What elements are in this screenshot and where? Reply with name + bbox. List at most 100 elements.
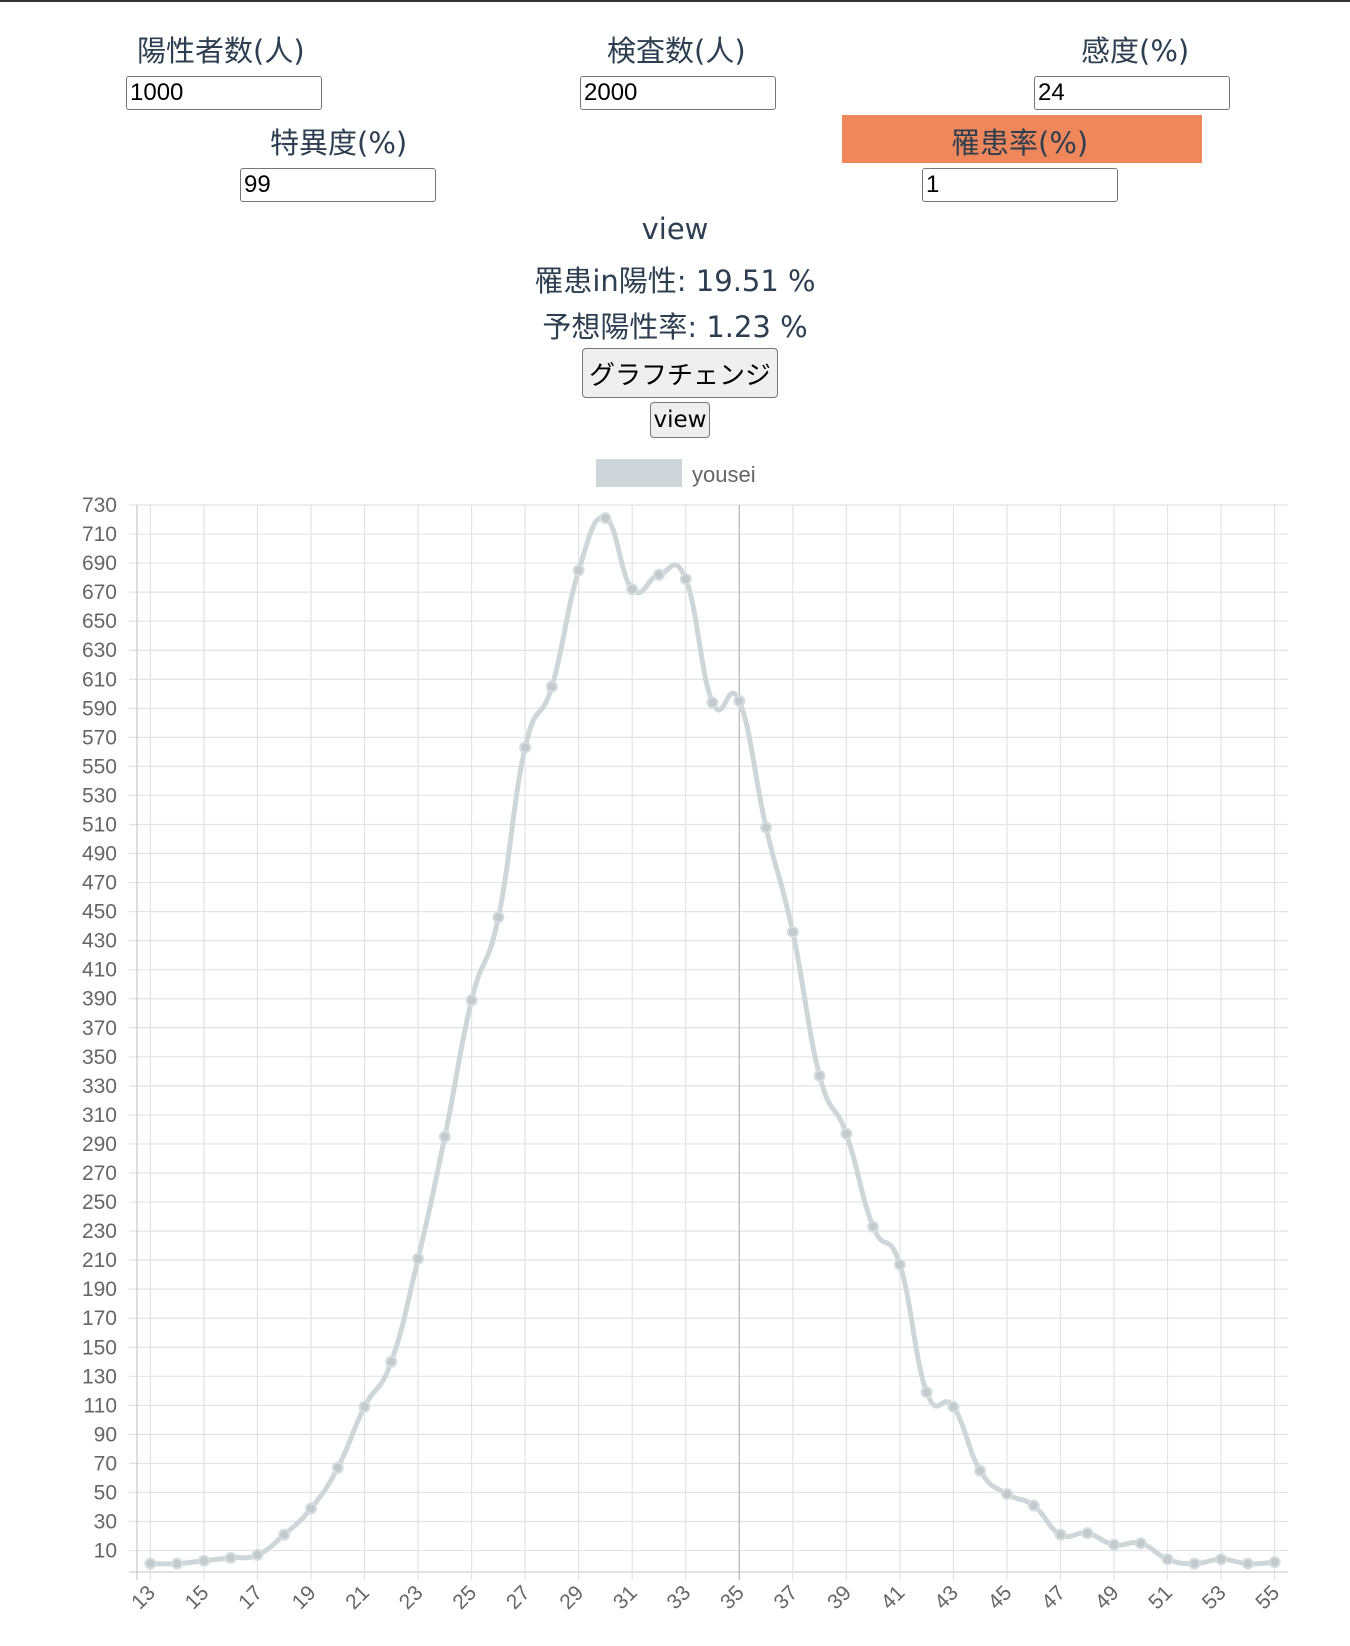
y-tick-label: 570	[82, 726, 117, 749]
x-tick-label: 45	[984, 1581, 1017, 1614]
graph-change-button[interactable]: グラフチェンジ	[582, 348, 778, 398]
x-tick-label: 55	[1251, 1581, 1284, 1614]
data-point[interactable]	[893, 1258, 906, 1271]
data-point[interactable]	[492, 911, 505, 924]
data-point[interactable]	[760, 821, 773, 834]
data-point[interactable]	[786, 925, 799, 938]
y-tick-label: 470	[82, 872, 117, 895]
y-tick-label: 710	[82, 523, 117, 546]
y-tick-label: 30	[94, 1511, 117, 1534]
y-tick-label: 50	[94, 1481, 117, 1504]
data-point[interactable]	[144, 1557, 157, 1570]
x-tick-label: 27	[502, 1581, 535, 1614]
view-button[interactable]: view	[650, 402, 710, 438]
data-point[interactable]	[385, 1355, 398, 1368]
data-point[interactable]	[652, 568, 665, 581]
x-tick-label: 49	[1091, 1581, 1124, 1614]
data-point[interactable]	[1081, 1527, 1094, 1540]
data-point[interactable]	[224, 1551, 237, 1564]
data-point[interactable]	[840, 1127, 853, 1140]
y-tick-label: 490	[82, 843, 117, 866]
x-tick-label: 17	[234, 1581, 267, 1614]
y-tick-label: 170	[82, 1307, 117, 1330]
data-point[interactable]	[1108, 1538, 1121, 1551]
data-point[interactable]	[679, 573, 692, 586]
legend-swatch-yousei	[596, 459, 682, 487]
x-tick-label: 39	[823, 1581, 856, 1614]
data-point[interactable]	[947, 1400, 960, 1413]
data-point[interactable]	[599, 512, 612, 525]
x-tick-label: 47	[1037, 1581, 1070, 1614]
data-point[interactable]	[1000, 1487, 1013, 1500]
data-point[interactable]	[626, 583, 639, 596]
data-point[interactable]	[331, 1461, 344, 1474]
x-tick-label: 29	[555, 1581, 588, 1614]
y-tick-label: 730	[82, 494, 117, 517]
data-point[interactable]	[1027, 1499, 1040, 1512]
sensitivity-input[interactable]: 24	[1034, 76, 1230, 110]
data-point[interactable]	[1188, 1557, 1201, 1570]
positives-input[interactable]: 1000	[126, 76, 322, 110]
y-tick-label: 630	[82, 639, 117, 662]
data-point[interactable]	[706, 696, 719, 709]
y-tick-label: 430	[82, 930, 117, 953]
data-point[interactable]	[572, 564, 585, 577]
x-tick-label: 51	[1144, 1581, 1177, 1614]
data-point[interactable]	[867, 1220, 880, 1233]
data-point[interactable]	[1241, 1557, 1254, 1570]
y-tick-label: 550	[82, 755, 117, 778]
y-tick-label: 450	[82, 901, 117, 924]
y-tick-label: 690	[82, 552, 117, 575]
data-point[interactable]	[545, 680, 558, 693]
y-tick-label: 230	[82, 1220, 117, 1243]
specificity-label: 特異度(%)	[270, 126, 408, 160]
chart-grid	[129, 504, 1288, 1580]
x-tick-label: 13	[127, 1581, 160, 1614]
infected-in-positive-text: 罹患in陽性: 19.51 %	[534, 264, 816, 298]
prevalence-label: 罹患率(%)	[951, 126, 1089, 160]
x-axis-ticks: 13 15 17 19 21 23 25 27 29 31 33 35 37 39 41 43 45 47 49 51…	[127, 1581, 1284, 1614]
data-point[interactable]	[733, 695, 746, 708]
tests-input[interactable]: 2000	[580, 76, 776, 110]
data-point[interactable]	[197, 1554, 210, 1567]
data-point[interactable]	[278, 1528, 291, 1541]
data-point[interactable]	[920, 1386, 933, 1399]
data-point[interactable]	[358, 1400, 371, 1413]
y-tick-label: 410	[82, 959, 117, 982]
x-tick-label: 41	[877, 1581, 910, 1614]
data-point[interactable]	[171, 1557, 184, 1570]
data-point[interactable]	[813, 1069, 826, 1082]
y-tick-label: 70	[94, 1452, 117, 1475]
line-chart: 730 710 690 670 650 630 610 590 570 550 530 510 490 4…	[82, 459, 1288, 1614]
data-point[interactable]	[1161, 1553, 1174, 1566]
data-point[interactable]	[1054, 1528, 1067, 1541]
y-tick-label: 390	[82, 988, 117, 1011]
chart-legend[interactable]: yousei	[596, 459, 756, 487]
series-group	[144, 512, 1281, 1570]
data-point[interactable]	[1134, 1537, 1147, 1550]
y-tick-label: 10	[94, 1540, 117, 1563]
expected-positive-rate-text: 予想陽性率: 1.23 %	[542, 310, 808, 344]
data-point[interactable]	[1215, 1553, 1228, 1566]
y-axis-ticks: 730 710 690 670 650 630 610 590 570 550 530 510 490 4…	[82, 494, 117, 1563]
data-point[interactable]	[519, 741, 532, 754]
x-tick-label: 53	[1198, 1581, 1231, 1614]
data-point[interactable]	[465, 994, 478, 1007]
prevalence-input[interactable]: 1	[922, 168, 1118, 202]
y-tick-label: 370	[82, 1017, 117, 1040]
x-tick-label: 25	[448, 1581, 481, 1614]
data-point[interactable]	[412, 1252, 425, 1265]
data-point[interactable]	[974, 1464, 987, 1477]
sensitivity-label: 感度(%)	[1081, 34, 1190, 68]
tests-label: 検査数(人)	[607, 34, 746, 68]
specificity-input[interactable]: 99	[240, 168, 436, 202]
data-point[interactable]	[1268, 1556, 1281, 1569]
y-tick-label: 590	[82, 697, 117, 720]
prevalence-label-highlight	[842, 115, 1202, 163]
data-point[interactable]	[304, 1502, 317, 1515]
y-tick-label: 250	[82, 1191, 117, 1214]
data-point[interactable]	[251, 1548, 264, 1561]
x-tick-label: 43	[930, 1581, 963, 1614]
data-point[interactable]	[438, 1130, 451, 1143]
legend-label-yousei: yousei	[692, 462, 756, 487]
